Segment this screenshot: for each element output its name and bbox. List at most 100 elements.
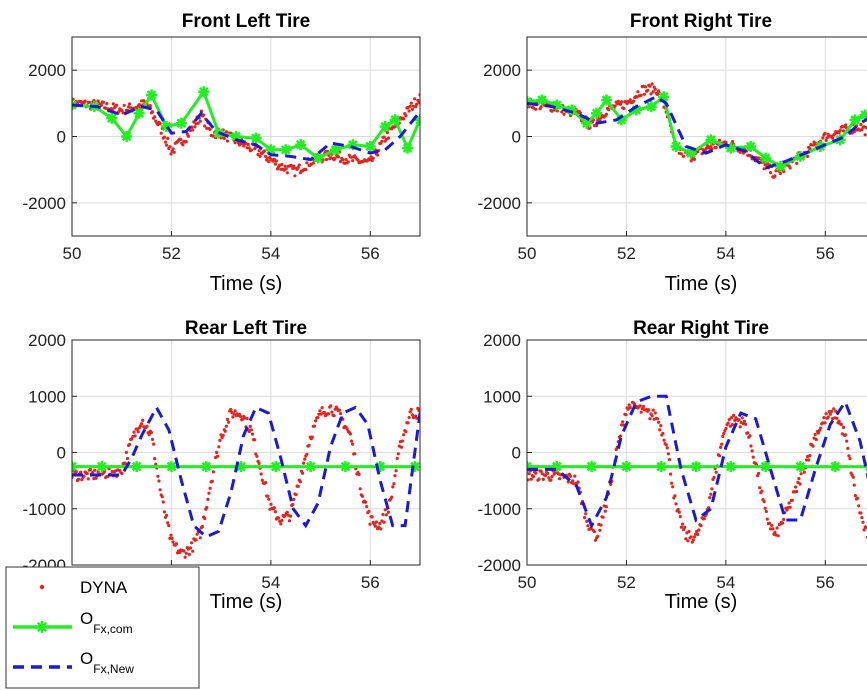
series-point-dyna	[534, 471, 538, 475]
series-point-dyna	[83, 99, 87, 103]
ticks: 50 52 54 56 -2000 0 2000	[478, 61, 835, 263]
series-point-dyna	[714, 146, 718, 150]
series-point-dyna	[223, 429, 227, 433]
legend-entry-com: OFx,com	[13, 609, 133, 636]
series-point-dyna	[807, 458, 811, 462]
series-point-dyna	[584, 512, 588, 516]
series-point-dyna	[324, 157, 329, 162]
series-point-com	[566, 104, 578, 116]
series-point-dyna	[392, 482, 396, 486]
series-point-dyna	[539, 469, 543, 473]
series-point-com	[131, 461, 143, 473]
series-point-com	[106, 112, 118, 124]
series-point-dyna	[128, 102, 132, 106]
series-point-dyna	[742, 419, 747, 423]
series-point-dyna	[838, 128, 842, 132]
y-tick-label: -2000	[478, 194, 521, 213]
series-point-dyna	[417, 101, 420, 105]
series-point-dyna	[353, 452, 357, 456]
series-point-dyna	[267, 160, 271, 164]
legend-label-com-sub: Fx,com	[93, 622, 132, 636]
series-point-dyna	[168, 536, 172, 541]
series-point-dyna	[604, 112, 609, 116]
series-point-dyna	[651, 90, 655, 94]
series-point-dyna	[382, 135, 386, 139]
series-point-dyna	[527, 472, 531, 476]
series-point-dyna	[678, 515, 682, 519]
series-point-dyna	[709, 492, 713, 496]
series-point-dyna	[266, 494, 270, 498]
series-point-dyna	[626, 407, 630, 411]
series-point-dyna	[316, 416, 320, 420]
series-point-dyna	[349, 439, 354, 443]
series-point-dyna	[666, 452, 671, 456]
series-point-com	[849, 114, 861, 126]
series-point-dyna	[726, 421, 730, 425]
series-point-dyna	[799, 472, 803, 476]
series-point-dyna	[203, 516, 207, 521]
series-point-dyna	[773, 174, 777, 178]
series-point-dyna	[393, 125, 397, 129]
series-point-com	[250, 132, 262, 144]
series-point-dyna	[585, 519, 589, 524]
series-point-dyna	[162, 135, 166, 139]
series-point-dyna	[291, 166, 295, 171]
series-point-dyna	[280, 518, 284, 523]
series-point-dyna	[650, 82, 654, 86]
series-point-dyna	[122, 103, 126, 107]
subplot-title: Front Left Tire	[182, 11, 310, 32]
series-point-dyna	[795, 489, 799, 494]
series-point-com	[630, 104, 642, 116]
series-point-dyna	[91, 470, 95, 474]
x-axis-label: Time (s)	[210, 273, 283, 295]
series-point-dyna	[657, 89, 661, 93]
series-point-dyna	[661, 431, 665, 435]
y-tick-label: 2000	[483, 331, 521, 350]
series-point-dyna	[249, 428, 253, 432]
x-tick-label: 54	[261, 244, 280, 263]
series-point-dyna	[101, 100, 106, 104]
series-point-dyna	[304, 167, 308, 172]
series-point-dyna	[413, 97, 417, 101]
series-point-dyna	[846, 446, 850, 450]
series-point-com	[329, 144, 341, 156]
series-point-dyna	[794, 485, 798, 489]
series-point-dyna	[86, 477, 90, 481]
series-point-dyna	[225, 417, 230, 421]
series-point-dyna	[297, 163, 301, 167]
y-tick-label: -1000	[478, 500, 521, 519]
series-point-com	[620, 461, 632, 473]
series-point-dyna	[562, 112, 566, 116]
series-point-dyna	[621, 420, 625, 424]
series-point-com	[745, 140, 757, 152]
series-point-com	[690, 461, 702, 473]
series-point-dyna	[676, 507, 680, 512]
series-point-dyna	[751, 455, 755, 459]
legend-label-new: OFx,New	[80, 649, 134, 676]
series-point-dyna	[844, 433, 848, 437]
series-point-dyna	[407, 415, 411, 420]
series-point-dyna	[806, 154, 810, 158]
series-point-dyna	[662, 438, 666, 442]
series-point-com	[270, 461, 282, 473]
series-point-dyna	[622, 106, 626, 111]
series-point-dyna	[330, 410, 334, 414]
series-point-dyna	[646, 88, 650, 92]
series-point-dyna	[264, 154, 268, 158]
series-point-dyna	[202, 113, 206, 117]
series-point-dyna	[296, 484, 300, 488]
series-point-dyna	[669, 472, 673, 476]
series-point-dyna	[686, 539, 690, 543]
series-point-dyna	[183, 555, 187, 559]
series-point-dyna	[152, 442, 156, 446]
series-point-dyna	[576, 480, 580, 484]
series-point-dyna	[829, 409, 834, 413]
series-point-dyna	[207, 491, 211, 495]
series-point-dyna	[125, 456, 130, 461]
series-point-dyna	[724, 426, 728, 431]
series-point-dyna	[124, 450, 128, 454]
series-point-dyna	[851, 475, 855, 479]
series-point-dyna	[79, 470, 83, 474]
series-point-dyna	[153, 457, 157, 461]
series-point-dyna	[260, 478, 264, 482]
